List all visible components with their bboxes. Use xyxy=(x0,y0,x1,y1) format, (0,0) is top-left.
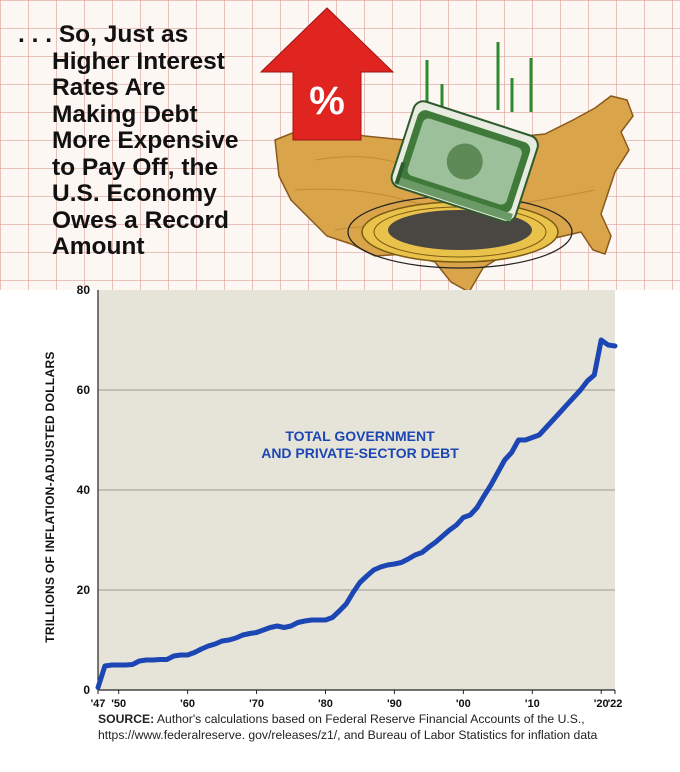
x-tick-label: '60 xyxy=(180,698,195,710)
x-tick-label: '00 xyxy=(456,698,471,710)
source-label: SOURCE: xyxy=(98,712,155,726)
money-stack-icon xyxy=(390,42,539,223)
series-annotation: TOTAL GOVERNMENT AND PRIVATE-SECTOR DEBT xyxy=(230,428,490,462)
y-tick-label: 40 xyxy=(77,483,91,497)
headline-line: Higher Interest xyxy=(52,47,225,75)
y-tick-label: 0 xyxy=(83,683,90,697)
x-tick-label: '50 xyxy=(111,698,126,710)
headline-line: Rates Are xyxy=(52,74,166,101)
x-tick-label: '70 xyxy=(249,698,264,710)
percent-symbol: % xyxy=(309,79,345,123)
x-tick-labels: '47 '50 '60 '70 '80 '90 '00 '10 '20'22 xyxy=(91,698,623,710)
y-tick-label: 60 xyxy=(77,383,91,397)
y-tick-labels: 0 20 40 60 80 xyxy=(77,283,91,697)
x-tick-label: '47 xyxy=(91,698,106,710)
debt-series-line xyxy=(95,337,618,690)
up-arrow-icon: % xyxy=(259,7,395,141)
headline: . . . So, Just as Higher Interest Rates … xyxy=(18,21,268,261)
headline-line: Amount xyxy=(52,233,145,260)
annotation-line: AND PRIVATE-SECTOR DEBT xyxy=(261,445,459,461)
x-tick-label: '20 xyxy=(594,698,609,710)
x-tick-label: '22 xyxy=(608,698,623,710)
series-lines xyxy=(95,337,618,690)
source-note: SOURCE: Author's calculations based on F… xyxy=(98,712,618,743)
headline-line: Making Debt xyxy=(52,100,198,128)
annotation-line: TOTAL GOVERNMENT xyxy=(285,428,435,444)
gridlines xyxy=(98,389,615,591)
headline-line: More Expensive xyxy=(52,127,239,154)
y-tick-label: 20 xyxy=(77,583,91,597)
headline-line: Owes a Record xyxy=(52,206,230,234)
y-axis-label: TRILLIONS OF INFLATION-ADJUSTED DOLLARS xyxy=(43,351,57,643)
x-tick-label: '80 xyxy=(318,698,333,710)
headline-line: U.S. Economy xyxy=(52,180,217,207)
source-text: Author's calculations based on Federal R… xyxy=(98,712,598,742)
axes xyxy=(97,290,616,694)
headline-line: . . . So, Just as xyxy=(18,21,189,48)
headline-line: to Pay Off, the xyxy=(52,153,219,181)
x-tick-label: '90 xyxy=(387,698,402,710)
x-tick-label: '10 xyxy=(525,698,540,710)
y-tick-label: 80 xyxy=(77,283,91,297)
illustration: % xyxy=(259,7,634,294)
